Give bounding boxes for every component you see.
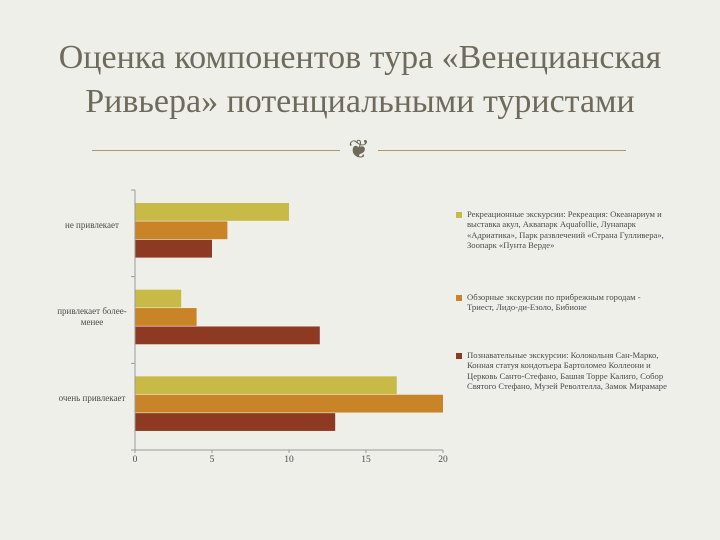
legend-entry: Рекреационные экскурсии: Рекреация: Океа… bbox=[467, 209, 664, 251]
title-divider-left bbox=[92, 150, 340, 151]
category-label: привлекает более-менее bbox=[57, 306, 127, 328]
scroll-ornament-icon: ❦ bbox=[348, 135, 370, 165]
bar-1-series-2 bbox=[135, 221, 228, 240]
legend-swatch bbox=[456, 295, 462, 301]
category-label: не привлекает bbox=[65, 219, 119, 230]
bar-3-series-2 bbox=[135, 394, 443, 413]
bar-1-series-1 bbox=[135, 203, 289, 221]
legend-swatch bbox=[456, 212, 462, 218]
x-tick-label: 10 bbox=[284, 455, 294, 465]
x-tick-label: 0 bbox=[133, 455, 138, 465]
bar-3-series-1 bbox=[135, 376, 397, 395]
page-title: Оценка компонентов тура «Венецианская Ри… bbox=[58, 39, 662, 120]
category-label: очень привлекает bbox=[58, 392, 126, 403]
title-divider-right bbox=[378, 150, 626, 151]
bar-1-series-3 bbox=[135, 239, 212, 258]
bar-2-series-2 bbox=[135, 308, 197, 326]
x-tick-label: 5 bbox=[210, 455, 215, 465]
bar-2-series-3 bbox=[135, 326, 320, 345]
legend-entry: Познавательные экскурсии: Колокольня Сан… bbox=[467, 350, 667, 392]
bar-2-series-1 bbox=[135, 289, 182, 308]
bar-3-series-3 bbox=[135, 413, 336, 431]
legend-swatch bbox=[456, 353, 462, 359]
legend-entry: Обзорные экскурсии по прибрежным городам… bbox=[467, 292, 641, 313]
x-tick-label: 20 bbox=[438, 455, 448, 465]
x-tick-label: 15 bbox=[361, 455, 371, 465]
